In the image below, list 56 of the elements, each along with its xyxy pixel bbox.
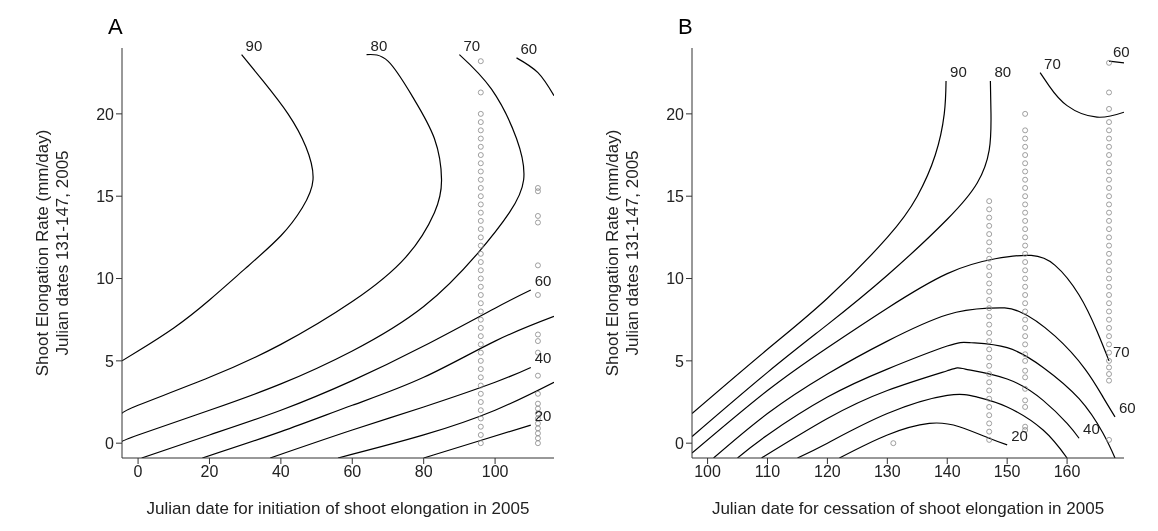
line-series xyxy=(692,254,1110,454)
y-axis-title: Shoot Elongation Rate (mm/day) Julian dates 131-147, 2005 xyxy=(33,129,72,377)
series-label: 60 xyxy=(520,39,538,57)
x-tick-label: 110 xyxy=(754,463,781,481)
line-series xyxy=(692,80,992,438)
y-tick-label: 15 xyxy=(96,187,115,205)
line-series xyxy=(692,80,947,415)
series-label: 20 xyxy=(1011,426,1028,444)
y-tick-label: 20 xyxy=(666,105,685,123)
y-tick-label: 20 xyxy=(96,105,115,123)
x-tick-label: 100 xyxy=(694,463,722,481)
series-label: 60 xyxy=(1119,398,1136,416)
x-tick-label: 20 xyxy=(200,463,219,481)
x-tick-label: 0 xyxy=(133,463,143,481)
line-series xyxy=(122,53,314,362)
series-label: 70 xyxy=(1044,54,1061,72)
line-series xyxy=(838,422,1008,458)
series-label: 70 xyxy=(463,36,481,54)
line-series xyxy=(796,393,1068,458)
line-series xyxy=(141,289,532,458)
series-label: 20 xyxy=(534,407,552,425)
chart-title: B xyxy=(678,14,693,40)
series-label: 40 xyxy=(534,349,552,367)
x-tick-label: 130 xyxy=(873,463,901,481)
x-tick-label: 60 xyxy=(343,463,362,481)
line-series xyxy=(760,367,1080,458)
x-axis-title: Julian date for cessation of shoot elongation in 2005 xyxy=(711,499,1105,518)
x-tick-label: 160 xyxy=(1053,463,1081,481)
y-tick-label: 0 xyxy=(105,434,115,452)
series-label: 80 xyxy=(994,62,1012,80)
x-tick-label: 80 xyxy=(414,463,433,481)
series-label: 60 xyxy=(1113,43,1130,61)
series-label: 70 xyxy=(1113,342,1130,360)
x-tick-label: 40 xyxy=(271,463,290,481)
y-axis-title: Shoot Elongation Rate (mm/day) Julian dates 131-147, 2005 xyxy=(603,129,642,377)
series-label: 60 xyxy=(534,272,552,290)
y-tick-label: 5 xyxy=(105,352,115,370)
x-tick-label: 120 xyxy=(814,463,841,481)
series-label: 90 xyxy=(245,36,263,54)
x-tick-label: 140 xyxy=(933,463,961,481)
y-tick-label: 10 xyxy=(96,270,115,288)
series-label: 90 xyxy=(950,62,967,80)
line-series xyxy=(1039,72,1124,118)
line-series xyxy=(269,366,532,458)
x-axis-title: Julian date for initiation of shoot elongation in 2005 xyxy=(146,499,530,518)
chart-title: A xyxy=(108,14,123,40)
x-tick-label: 100 xyxy=(481,463,509,481)
series-label: 40 xyxy=(1083,420,1100,438)
x-tick-label: 150 xyxy=(993,463,1021,481)
line-series xyxy=(122,53,443,415)
line-series xyxy=(122,53,525,443)
y-tick-label: 15 xyxy=(666,187,685,205)
y-tick-label: 10 xyxy=(666,270,685,288)
y-tick-label: 0 xyxy=(675,434,685,452)
y-tick-label: 5 xyxy=(675,352,685,370)
series-label: 80 xyxy=(370,36,388,54)
